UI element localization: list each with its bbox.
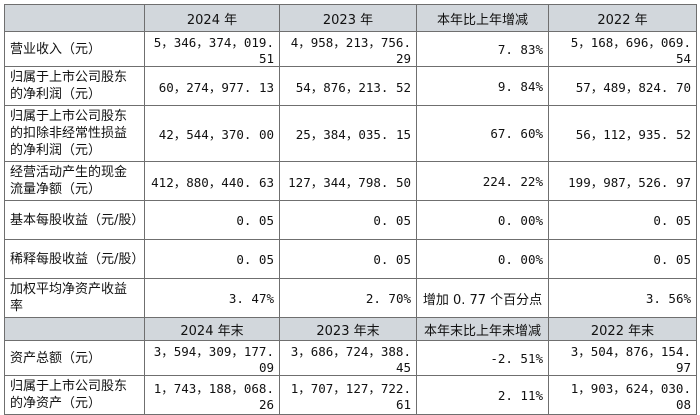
value-change: 7. 83% [416,31,549,67]
value-change: 224. 22% [416,161,549,201]
header-2022-end: 2022 年末 [548,317,697,341]
row-label: 基本每股收益（元/股） [4,200,145,240]
value-2023: 2. 70% [279,278,417,318]
value-2023: 127，344，798. 50 [279,161,417,201]
row-label: 归属于上市公司股东的扣除非经常性损益的净利润（元） [4,105,145,162]
table-row: 加权平均净资产收益率 3. 47% 2. 70% 增加 0. 77 个百分点 3… [4,278,697,318]
value-2023: 25，384，035. 15 [279,105,417,162]
value-2023: 4，958，213，756. 29 [279,31,417,67]
value-change: 67. 60% [416,105,549,162]
header-change-end: 本年末比上年末增减 [416,317,549,341]
value-2023: 1，707，127，722. 61 [279,375,417,415]
table-row: 经营活动产生的现金流量净额（元） 412，880，440. 63 127，344… [4,161,697,201]
value-2022: 0. 05 [548,239,697,279]
table-row: 归属于上市公司股东的净资产（元） 1，743，188，068. 26 1，707… [4,375,697,415]
value-2024: 42，544，370. 00 [144,105,280,162]
value-2022: 1，903，624，030. 08 [548,375,697,415]
value-2024: 5，346，374，019. 51 [144,31,280,67]
row-label: 归属于上市公司股东的净利润（元） [4,66,145,106]
financial-table-container: 2024 年 2023 年 本年比上年增减 2022 年 营业收入（元） 5，3… [4,4,697,415]
value-change: 0. 00% [416,239,549,279]
header-blank [4,317,145,341]
value-change: 增加 0. 77 个百分点 [416,278,549,318]
value-change: 2. 11% [416,375,549,415]
table-row: 营业收入（元） 5，346，374，019. 51 4，958，213，756.… [4,31,697,67]
value-2024: 1，743，188，068. 26 [144,375,280,415]
header-row-year-end: 2024 年末 2023 年末 本年末比上年末增减 2022 年末 [4,317,697,341]
row-label: 经营活动产生的现金流量净额（元） [4,161,145,201]
header-blank [4,4,145,32]
header-2024: 2024 年 [144,4,280,32]
header-2024-end: 2024 年末 [144,317,280,341]
header-2023-end: 2023 年末 [279,317,417,341]
row-label: 加权平均净资产收益率 [4,278,145,318]
table-row: 基本每股收益（元/股） 0. 05 0. 05 0. 00% 0. 05 [4,200,697,240]
financial-summary-table: 2024 年 2023 年 本年比上年增减 2022 年 营业收入（元） 5，3… [4,4,697,415]
row-label: 归属于上市公司股东的净资产（元） [4,375,145,415]
row-label: 稀释每股收益（元/股） [4,239,145,279]
value-2024: 60，274，977. 13 [144,66,280,106]
value-change: -2. 51% [416,340,549,376]
value-2024: 3，594，309，177. 09 [144,340,280,376]
value-2024: 412，880，440. 63 [144,161,280,201]
header-row-annual: 2024 年 2023 年 本年比上年增减 2022 年 [4,4,697,32]
value-2022: 56，112，935. 52 [548,105,697,162]
value-2023: 54，876，213. 52 [279,66,417,106]
value-2022: 3. 56% [548,278,697,318]
value-2023: 3，686，724，388. 45 [279,340,417,376]
table-row: 归属于上市公司股东的净利润（元） 60，274，977. 13 54，876，2… [4,66,697,106]
value-2022: 57，489，824. 70 [548,66,697,106]
value-change: 9. 84% [416,66,549,106]
value-2024: 3. 47% [144,278,280,318]
value-2022: 3，504，876，154. 97 [548,340,697,376]
header-change: 本年比上年增减 [416,4,549,32]
value-2022: 5，168，696，069. 54 [548,31,697,67]
value-2024: 0. 05 [144,239,280,279]
value-2023: 0. 05 [279,200,417,240]
table-row: 资产总额（元） 3，594，309，177. 09 3，686，724，388.… [4,340,697,376]
header-2023: 2023 年 [279,4,417,32]
value-change: 0. 00% [416,200,549,240]
table-row: 稀释每股收益（元/股） 0. 05 0. 05 0. 00% 0. 05 [4,239,697,279]
value-2023: 0. 05 [279,239,417,279]
table-row: 归属于上市公司股东的扣除非经常性损益的净利润（元） 42，544，370. 00… [4,105,697,162]
value-2022: 199，987，526. 97 [548,161,697,201]
row-label: 资产总额（元） [4,340,145,376]
header-2022: 2022 年 [548,4,697,32]
row-label: 营业收入（元） [4,31,145,67]
value-2022: 0. 05 [548,200,697,240]
value-2024: 0. 05 [144,200,280,240]
